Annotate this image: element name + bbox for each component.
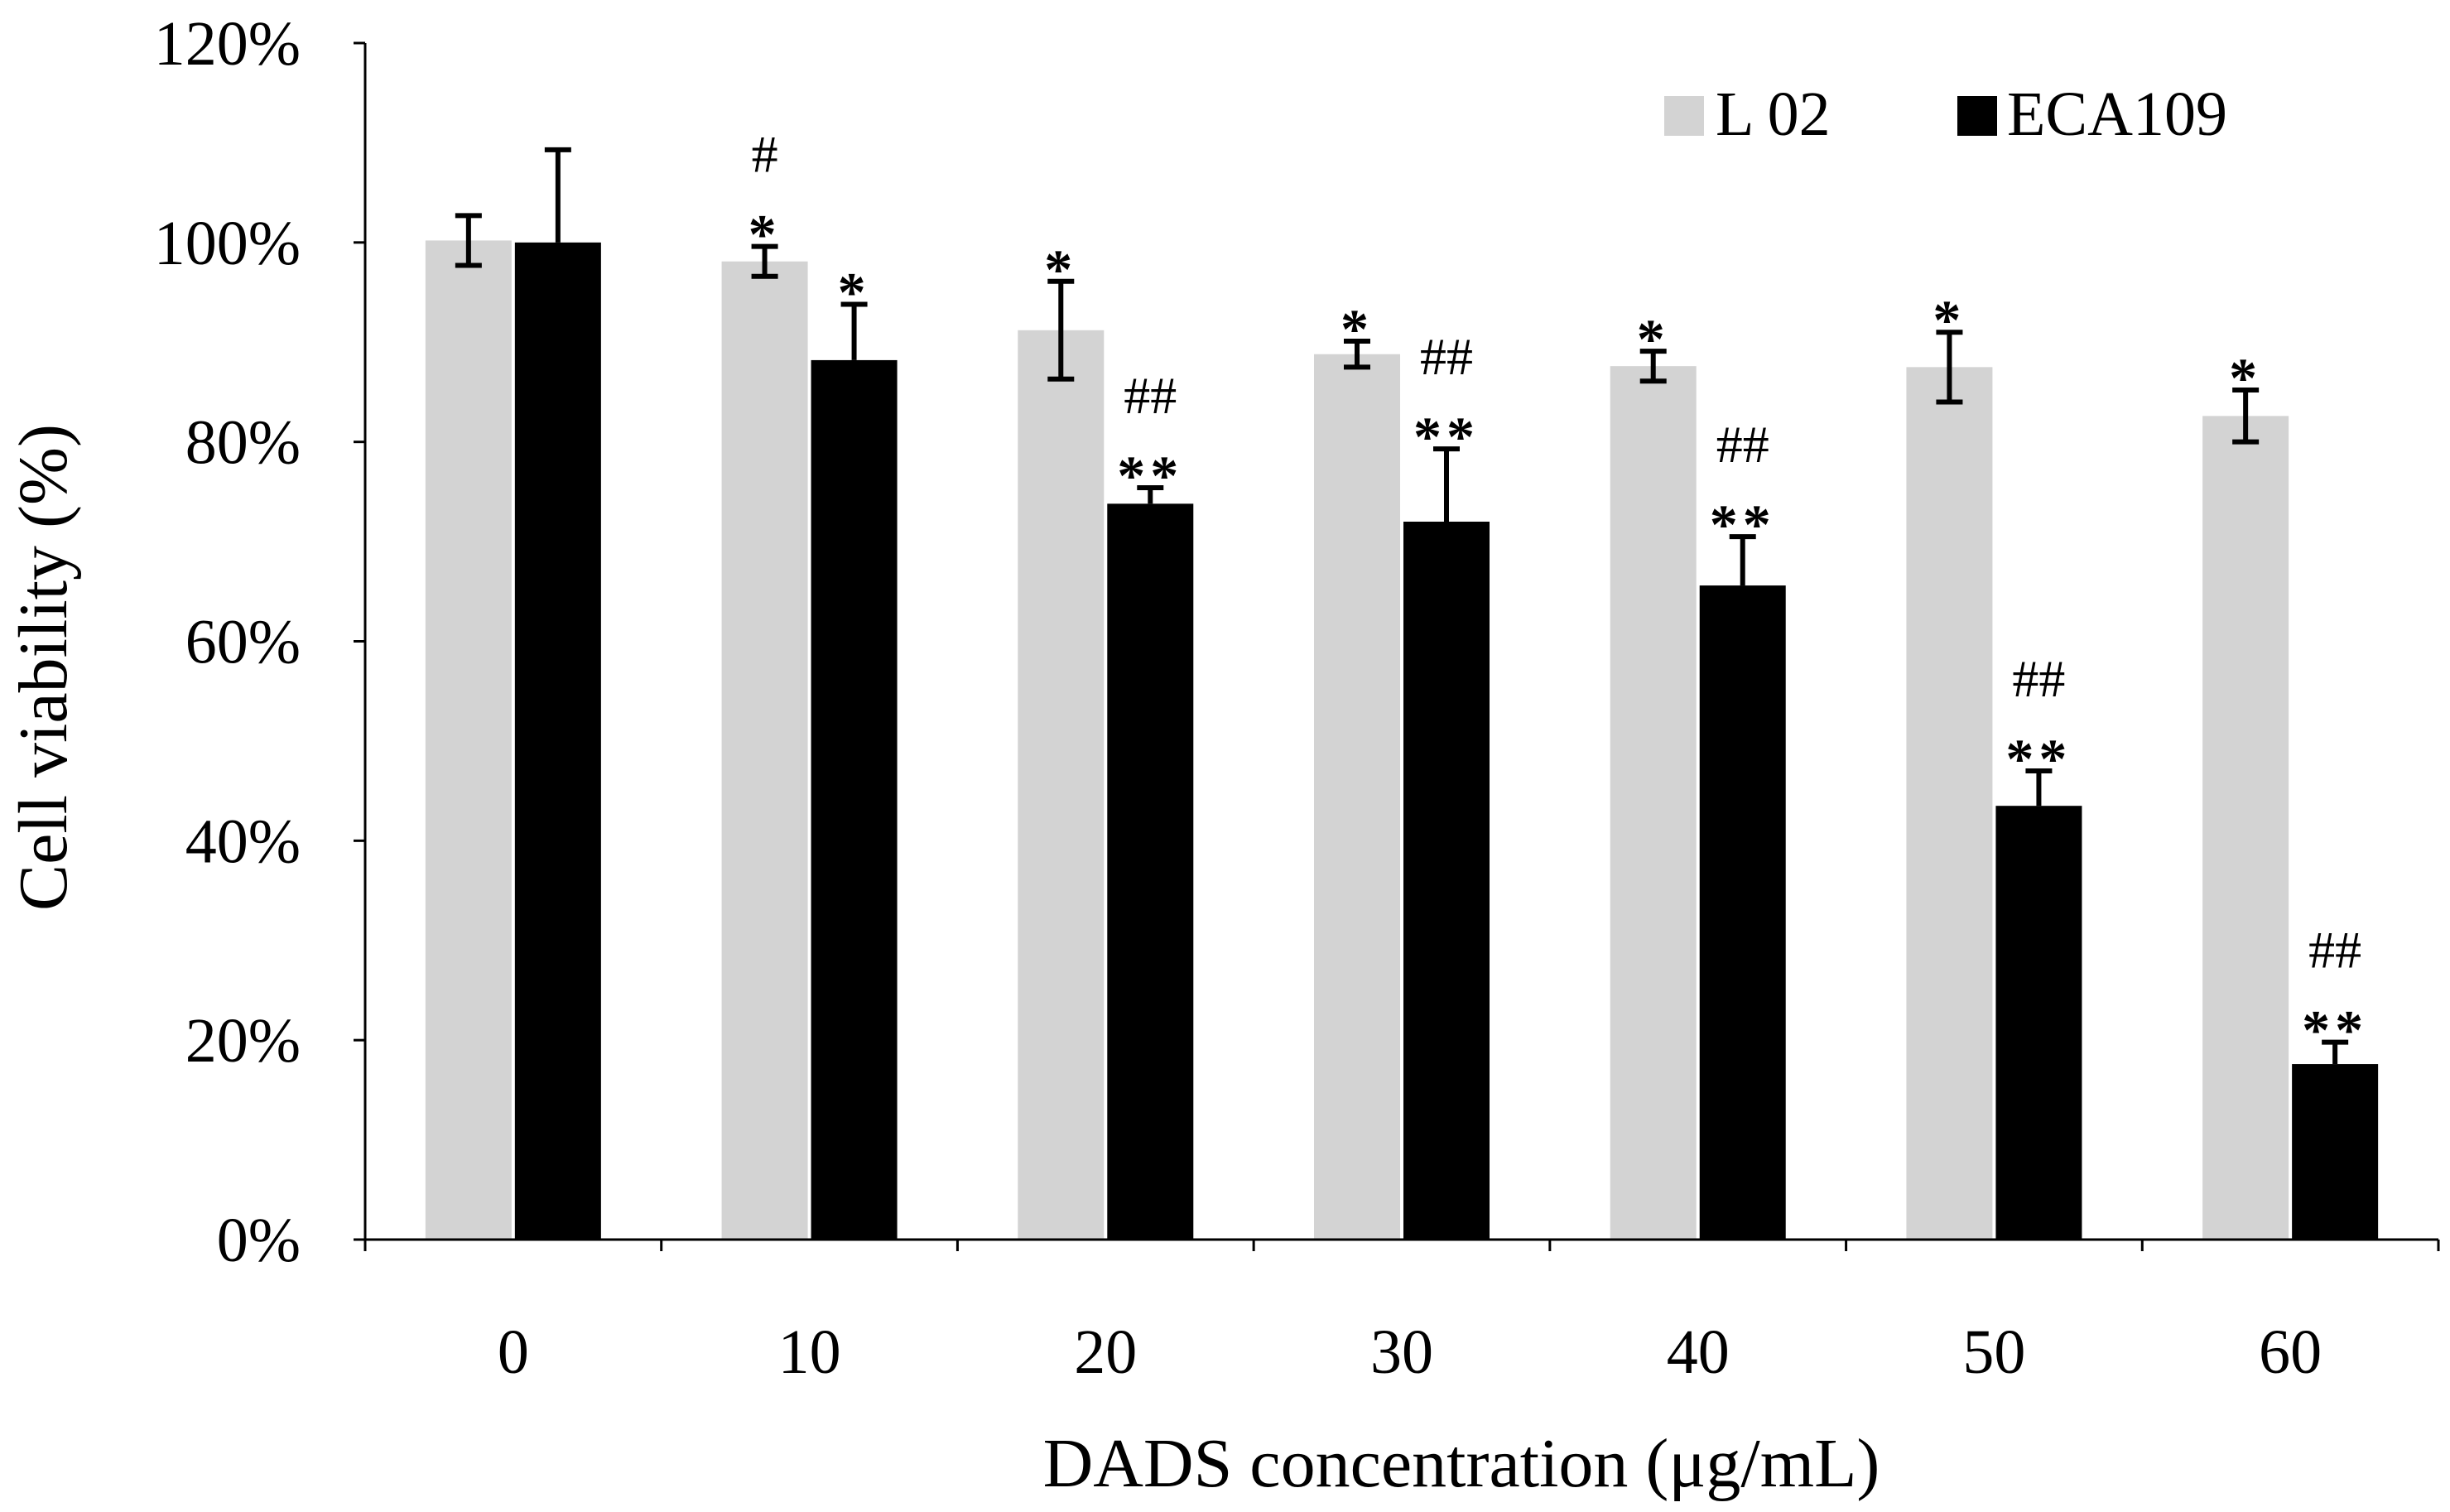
bar-eca109-0 bbox=[514, 242, 601, 1240]
error-bars-layer bbox=[455, 147, 2349, 1065]
bar-eca109-30 bbox=[1403, 522, 1490, 1240]
x-tick-label: 50 bbox=[1962, 1317, 2025, 1387]
y-tick-label: 60% bbox=[185, 608, 301, 677]
y-tick-label: 100% bbox=[154, 209, 301, 278]
significance-star: * bbox=[1933, 288, 1966, 351]
y-tick-label: 0% bbox=[217, 1206, 301, 1275]
x-tick-label: 0 bbox=[498, 1317, 529, 1387]
significance-star: ** bbox=[1710, 493, 1776, 556]
y-tick-label: 120% bbox=[154, 9, 301, 79]
bars-layer bbox=[425, 240, 2379, 1240]
bar-eca109-60 bbox=[2292, 1064, 2379, 1240]
bar-l02-10 bbox=[721, 261, 808, 1240]
legend-label-l02: L 02 bbox=[1716, 79, 1831, 149]
significance-annotations-layer: *#** * *****##**##**##**##**## bbox=[748, 125, 2368, 1062]
significance-hash: ## bbox=[2012, 649, 2065, 708]
bar-l02-40 bbox=[1610, 366, 1697, 1240]
bar-eca109-20 bbox=[1107, 503, 1194, 1240]
legend-swatch-l02 bbox=[1664, 96, 1704, 136]
x-axis-title: DADS concentration (μg/mL) bbox=[1043, 1425, 1880, 1502]
significance-star: * bbox=[2229, 346, 2262, 409]
x-tick-label: 10 bbox=[778, 1317, 841, 1387]
significance-hash: ## bbox=[1716, 415, 1769, 474]
significance-star: * bbox=[1341, 297, 1374, 360]
legend: L 02 ECA109 bbox=[1664, 79, 2227, 149]
significance-hash: ## bbox=[1420, 327, 1473, 386]
significance-star: ** bbox=[1117, 444, 1183, 507]
significance-star: * bbox=[1044, 238, 1077, 301]
significance-hash: ## bbox=[1124, 366, 1177, 425]
y-tick-label: 40% bbox=[185, 807, 301, 876]
significance-star: * bbox=[838, 260, 871, 323]
bar-l02-60 bbox=[2202, 416, 2289, 1240]
y-ticks-layer: 0% 20% 40% 60% 80% 100% 120% bbox=[154, 9, 365, 1275]
significance-star: * bbox=[748, 203, 782, 266]
y-axis-title: Cell viability (%) bbox=[5, 424, 82, 911]
bar-eca109-40 bbox=[1699, 585, 1786, 1240]
bar-l02-0 bbox=[425, 240, 512, 1240]
x-tick-label: 60 bbox=[2259, 1317, 2322, 1387]
bar-eca109-10 bbox=[811, 359, 898, 1240]
significance-hash: # bbox=[752, 125, 778, 184]
axes-layer bbox=[363, 43, 2438, 1241]
bar-l02-30 bbox=[1314, 354, 1400, 1240]
bar-l02-50 bbox=[1906, 367, 1993, 1240]
significance-star: ** bbox=[1413, 405, 1480, 468]
x-tick-label: 30 bbox=[1370, 1317, 1433, 1387]
significance-star: ** bbox=[2302, 999, 2368, 1062]
legend-swatch-eca109 bbox=[1957, 96, 1997, 136]
significance-star: * bbox=[1637, 307, 1670, 370]
x-tick-label: 20 bbox=[1074, 1317, 1137, 1387]
x-tick-label: 40 bbox=[1667, 1317, 1730, 1387]
bar-l02-20 bbox=[1018, 330, 1105, 1240]
y-tick-label: 20% bbox=[185, 1006, 301, 1076]
y-tick-label: 80% bbox=[185, 408, 301, 478]
significance-hash: ## bbox=[2308, 921, 2361, 980]
bar-eca109-50 bbox=[1995, 806, 2082, 1240]
x-ticks-layer: 0 10 20 30 40 50 60 bbox=[363, 1240, 2440, 1387]
legend-label-eca109: ECA109 bbox=[2007, 79, 2227, 149]
significance-star: ** bbox=[2005, 727, 2072, 790]
